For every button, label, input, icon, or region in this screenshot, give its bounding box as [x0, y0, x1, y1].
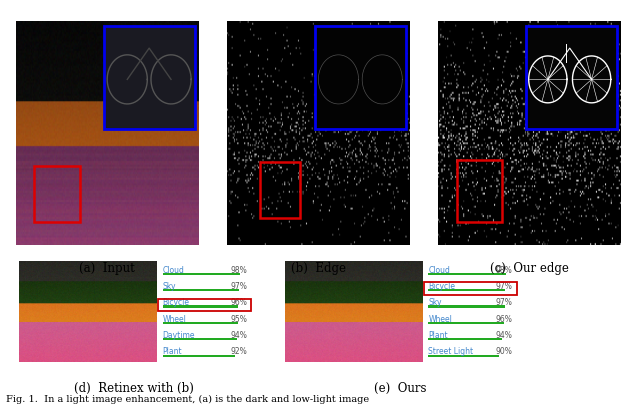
Bar: [163, 306, 238, 308]
Text: Cloud: Cloud: [428, 265, 450, 274]
Bar: [457, 160, 502, 223]
Bar: [428, 289, 505, 292]
Text: 96%: 96%: [230, 298, 247, 307]
Bar: [428, 306, 505, 308]
Text: 97%: 97%: [495, 298, 513, 307]
Text: Cloud: Cloud: [163, 265, 184, 274]
Text: 92%: 92%: [230, 347, 247, 356]
Text: 98%: 98%: [496, 265, 513, 274]
Text: Wheel: Wheel: [163, 314, 187, 323]
Text: (d)  Retinex with (b): (d) Retinex with (b): [74, 381, 195, 394]
Text: 98%: 98%: [230, 265, 247, 274]
Bar: [104, 27, 195, 129]
Bar: [428, 273, 506, 275]
Text: Wheel: Wheel: [428, 314, 452, 323]
Bar: [428, 355, 499, 357]
Text: (b)  Edge: (b) Edge: [291, 261, 346, 274]
Text: Bicycle: Bicycle: [163, 298, 189, 307]
Text: (a)  Input: (a) Input: [79, 261, 135, 274]
Text: (e)  Ours: (e) Ours: [374, 381, 426, 394]
Bar: [526, 27, 617, 129]
Text: 90%: 90%: [495, 347, 513, 356]
Bar: [35, 167, 80, 223]
Text: Plant: Plant: [163, 347, 182, 356]
Bar: [163, 322, 237, 324]
Bar: [163, 338, 237, 341]
Text: Sky: Sky: [163, 281, 176, 290]
Text: (c)  Our edge: (c) Our edge: [490, 261, 569, 274]
Text: 95%: 95%: [230, 314, 247, 323]
Text: Sky: Sky: [428, 298, 442, 307]
Bar: [428, 322, 504, 324]
Bar: [163, 289, 239, 292]
Text: Bicycle: Bicycle: [428, 281, 455, 290]
Bar: [158, 299, 252, 311]
Text: 96%: 96%: [495, 314, 513, 323]
Bar: [260, 162, 300, 218]
Bar: [428, 338, 502, 341]
Bar: [424, 283, 517, 295]
Bar: [163, 273, 240, 275]
Text: Daytime: Daytime: [163, 330, 195, 339]
Bar: [315, 27, 406, 129]
Bar: [163, 355, 236, 357]
Text: 97%: 97%: [495, 281, 513, 290]
Text: Plant: Plant: [428, 330, 448, 339]
Text: Street Light: Street Light: [428, 347, 474, 356]
Text: Fig. 1.  In a light image enhancement, (a) is the dark and low-light image: Fig. 1. In a light image enhancement, (a…: [6, 394, 369, 403]
Text: 97%: 97%: [230, 281, 247, 290]
Text: 94%: 94%: [230, 330, 247, 339]
Text: 94%: 94%: [495, 330, 513, 339]
